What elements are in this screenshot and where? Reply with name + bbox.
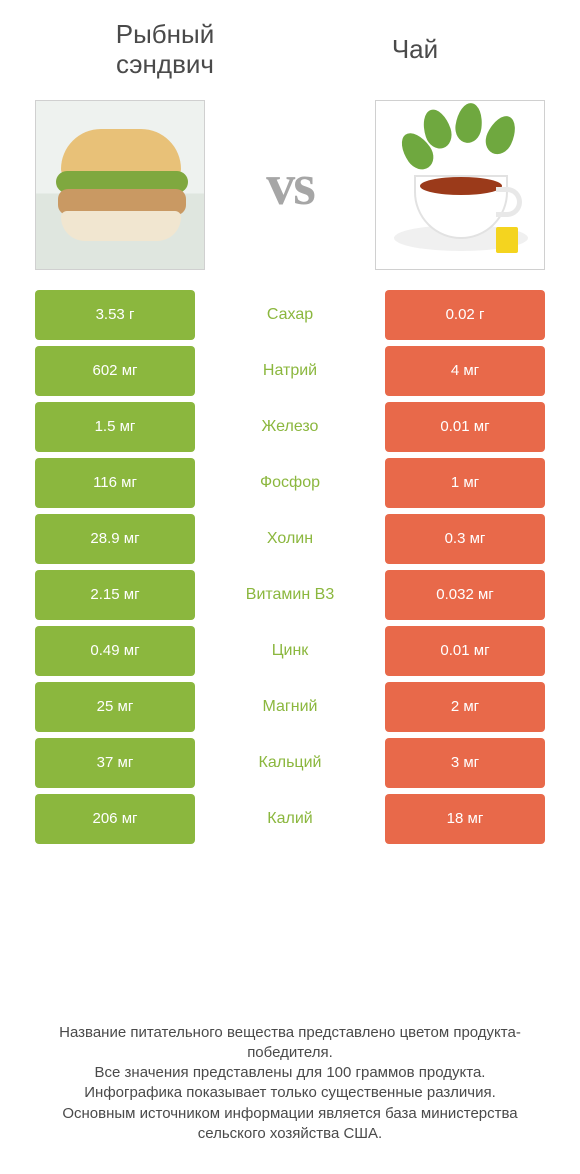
left-value: 206 мг xyxy=(35,794,195,844)
left-food-title: Рыбный сэндвич xyxy=(40,20,290,80)
nutrient-name: Фосфор xyxy=(195,458,385,508)
nutrient-table: 3.53 гСахар0.02 г 602 мгНатрий4 мг 1.5 мгЖ… xyxy=(0,290,580,844)
left-value: 2.15 мг xyxy=(35,570,195,620)
left-value: 25 мг xyxy=(35,682,195,732)
right-value: 0.01 мг xyxy=(385,626,545,676)
footer-notes: Название питательного вещества представл… xyxy=(0,1023,580,1145)
table-row: 3.53 гСахар0.02 г xyxy=(35,290,545,340)
nutrient-name: Цинк xyxy=(195,626,385,676)
vs-label: vs xyxy=(260,151,320,218)
right-value: 3 мг xyxy=(385,738,545,788)
left-value: 37 мг xyxy=(35,738,195,788)
left-value: 1.5 мг xyxy=(35,402,195,452)
right-value: 18 мг xyxy=(385,794,545,844)
right-value: 0.01 мг xyxy=(385,402,545,452)
sandwich-image xyxy=(35,100,205,270)
nutrient-name: Холин xyxy=(195,514,385,564)
left-title-line2: сэндвич xyxy=(116,49,214,79)
left-value: 0.49 мг xyxy=(35,626,195,676)
left-title-line1: Рыбный xyxy=(116,19,215,49)
nutrient-name: Магний xyxy=(195,682,385,732)
table-row: 0.49 мгЦинк0.01 мг xyxy=(35,626,545,676)
image-row: vs xyxy=(0,90,580,290)
table-row: 206 мгКалий18 мг xyxy=(35,794,545,844)
nutrient-name: Сахар xyxy=(195,290,385,340)
right-value: 0.032 мг xyxy=(385,570,545,620)
nutrient-name: Витамин B3 xyxy=(195,570,385,620)
right-value: 0.3 мг xyxy=(385,514,545,564)
right-value: 4 мг xyxy=(385,346,545,396)
left-value: 116 мг xyxy=(35,458,195,508)
nutrient-name: Железо xyxy=(195,402,385,452)
right-value: 0.02 г xyxy=(385,290,545,340)
left-value: 3.53 г xyxy=(35,290,195,340)
table-row: 1.5 мгЖелезо0.01 мг xyxy=(35,402,545,452)
table-row: 25 мгМагний2 мг xyxy=(35,682,545,732)
nutrient-name: Калий xyxy=(195,794,385,844)
right-value: 1 мг xyxy=(385,458,545,508)
table-row: 602 мгНатрий4 мг xyxy=(35,346,545,396)
tea-image xyxy=(375,100,545,270)
footer-line2: Все значения представлены для 100 граммо… xyxy=(30,1063,550,1083)
left-value: 602 мг xyxy=(35,346,195,396)
table-row: 37 мгКальций3 мг xyxy=(35,738,545,788)
table-row: 116 мгФосфор1 мг xyxy=(35,458,545,508)
header-titles: Рыбный сэндвич Чай xyxy=(0,0,580,90)
table-row: 28.9 мгХолин0.3 мг xyxy=(35,514,545,564)
footer-line1: Название питательного вещества представл… xyxy=(30,1023,550,1064)
right-value: 2 мг xyxy=(385,682,545,732)
right-food-title: Чай xyxy=(290,35,540,65)
nutrient-name: Натрий xyxy=(195,346,385,396)
table-row: 2.15 мгВитамин B30.032 мг xyxy=(35,570,545,620)
footer-line3: Инфографика показывает только существенн… xyxy=(30,1083,550,1103)
nutrient-name: Кальций xyxy=(195,738,385,788)
left-value: 28.9 мг xyxy=(35,514,195,564)
footer-line4: Основным источником информации является … xyxy=(30,1104,550,1145)
